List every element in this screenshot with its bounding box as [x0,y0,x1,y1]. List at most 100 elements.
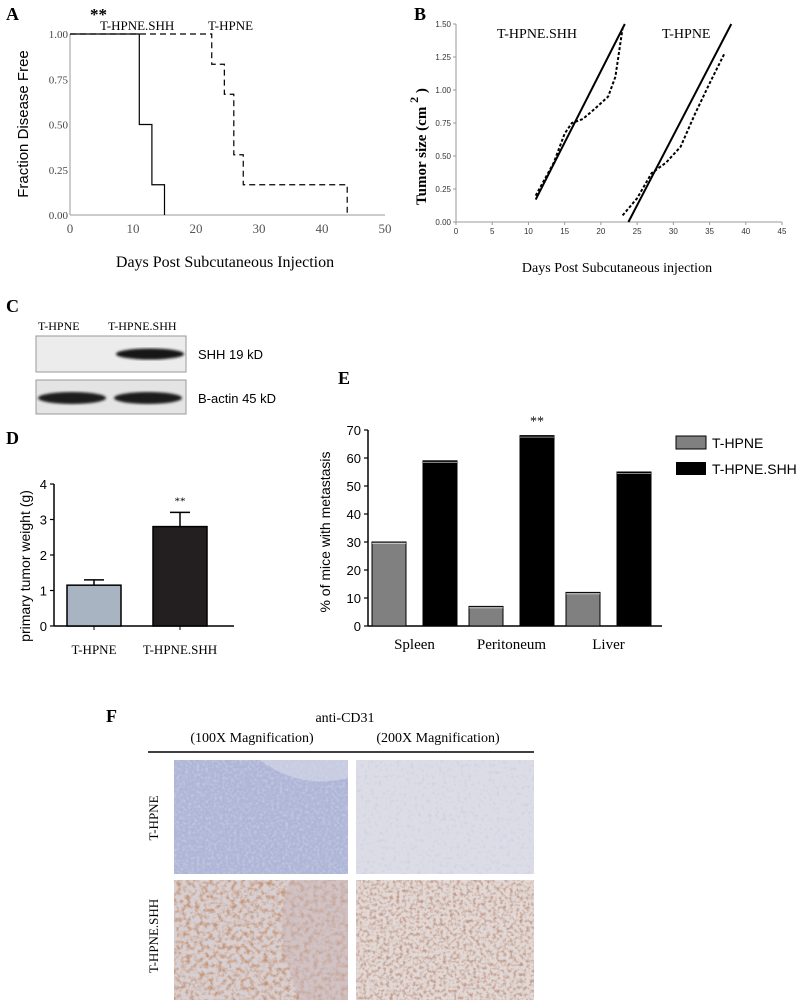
chart-b-ylabel-sup: 2 [407,97,421,103]
chart-e-ytick: 20 [347,563,361,578]
micrograph-shh-200x [356,880,534,1000]
panel-label-c: C [6,296,19,316]
chart-b-xtick: 40 [741,227,750,236]
histology-row-hpne: T-HPNE [146,795,161,840]
chart-b-ytick: 0.75 [435,119,451,128]
chart-b-fit-shh [534,23,626,201]
chart-b-xtick: 5 [490,227,495,236]
chart-b-ytick: 0.25 [435,185,451,194]
chart-e-xtick: Liver [592,637,624,653]
histology-col-100x: (100X Magnification) [190,731,314,746]
chart-a-xlabel: Days Post Subcutaneous Injection [116,254,334,271]
chart-d-ytick: 4 [40,477,47,492]
blot-band-actin-1 [38,392,106,404]
chart-a-ytick: 1.00 [49,29,69,41]
chart-b-xtick: 15 [560,227,569,236]
chart-b-ytick: 1.25 [435,53,451,62]
chart-b-xlabel: Days Post Subcutaneous injection [522,261,712,276]
chart-a-ytick: 0.75 [49,74,69,86]
blot-lane-label-2: T-HPNE.SHH [108,319,177,333]
chart-e-bar [371,541,407,627]
chart-e-bar [519,435,555,627]
chart-a-xtick: 40 [316,221,329,236]
chart-a-xtick: 0 [67,221,74,236]
chart-e-bar [468,605,504,627]
panel-label-f: F [106,706,117,726]
chart-e-ytick: 70 [347,423,361,438]
chart-b-xtick: 45 [778,227,787,236]
blot-band-shh [116,348,184,360]
chart-b-xtick: 20 [596,227,605,236]
svg-text:Tumor size (cm 2: Tumor size (cm 2 ) [406,88,430,205]
chart-a-series-shh [70,33,166,215]
chart-b-ylabel-close: ) [414,88,430,93]
chart-b-measured-shh [534,27,624,197]
chart-e-bar [422,460,458,627]
panel-label-d: D [6,428,19,448]
micrograph-hpne-100x [174,760,348,874]
chart-d-bars: ** [66,495,208,627]
chart-e-ytick: 60 [347,451,361,466]
chart-b-ylabel-main: Tumor size (cm [414,106,430,205]
chart-a-xtick: 30 [253,221,266,236]
chart-a-series-label-hpne: T-HPNE [208,18,253,33]
chart-a-ytick: 0.50 [49,120,69,132]
panel-label-e: E [338,368,350,388]
chart-b-xtick: 30 [669,227,678,236]
blot-lane-label-1: T-HPNE [38,319,80,333]
chart-d-axes: 0 1 2 3 4 T-HPNE T-HPNE.SHH [40,477,234,657]
chart-e-axes: 0 10 20 30 40 50 60 70 Spleen Peritoneum Liver [347,423,662,653]
chart-b-series-label-hpne: T-HPNE [662,27,711,42]
histology-col-200x: (200X Magnification) [376,731,500,746]
chart-e-ytick: 10 [347,591,361,606]
histology-panel: anti-CD31 (100X Magnification) (200X Mag… [146,711,534,1000]
legend-label-shh: T-HPNE.SHH [712,461,797,477]
chart-a-series-hpne [70,33,348,215]
chart-d-ytick: 3 [40,513,47,528]
chart-a-series-label-shh: T-HPNE.SHH [100,18,174,33]
chart-b-fit-hpne [627,23,733,223]
chart-a-significance: ** [90,5,107,24]
chart-a-axes: 0 10 20 30 40 50 0.00 0.25 0.50 0.75 1.00 [49,29,392,236]
chart-a: 0 10 20 30 40 50 0.00 0.25 0.50 0.75 1.00 ** T-HPN… [15,5,392,271]
chart-d-ylabel: primary tumor weight (g) [17,490,33,642]
chart-e-significance: ** [530,415,544,430]
chart-a-ylabel: Fraction Disease Free [15,50,32,198]
legend-swatch-shh [676,462,706,475]
chart-d-bar [66,584,122,627]
chart-e-bars: ** [371,415,652,627]
chart-d-bar [152,525,208,627]
chart-e-ylabel: % of mice with metastasis [317,451,333,612]
blot-band-actin-2 [114,392,182,404]
chart-d-significance: ** [175,495,186,507]
chart-b-ylabel: Tumor size (cm 2 ) [406,88,430,205]
chart-b: 0 5 10 15 20 25 30 35 40 45 0.00 0.25 0.50 0.75 1.00 1.… [406,20,787,276]
legend-label-hpne: T-HPNE [712,435,763,451]
chart-b-xtick: 25 [633,227,642,236]
chart-e-ytick: 0 [354,619,361,634]
chart-b-ytick: 0.50 [435,152,451,161]
chart-d-xtick: T-HPNE.SHH [143,642,217,657]
chart-e-ytick: 50 [347,479,361,494]
chart-e-xtick: Spleen [394,637,435,653]
western-blot: T-HPNE T-HPNE.SHH SHH 19 kD B-actin 45 k… [35,319,276,415]
chart-e-legend: T-HPNE T-HPNE.SHH [675,435,797,477]
panel-label-b: B [414,4,426,24]
chart-d-ytick: 2 [40,548,47,563]
chart-b-series-label-shh: T-HPNE.SHH [497,27,577,42]
chart-d: 0 1 2 3 4 T-HPNE T-HPNE.SHH ** primary tumor w… [17,477,234,657]
chart-b-ytick: 1.00 [435,86,451,95]
blot-row-label-actin: B-actin 45 kD [198,391,276,406]
chart-b-ytick: 0.00 [435,218,451,227]
chart-b-axes: 0 5 10 15 20 25 30 35 40 45 0.00 0.25 0.50 0.75 1.00 1.… [435,20,787,236]
chart-b-xtick: 35 [705,227,714,236]
micrograph-shh-100x [174,880,348,1000]
histology-title: anti-CD31 [315,711,374,726]
blot-row-label-shh: SHH 19 kD [198,347,263,362]
chart-b-ytick: 1.50 [435,20,451,29]
chart-d-xtick: T-HPNE [71,642,116,657]
panel-label-a: A [6,4,19,24]
chart-b-xtick: 0 [454,227,459,236]
